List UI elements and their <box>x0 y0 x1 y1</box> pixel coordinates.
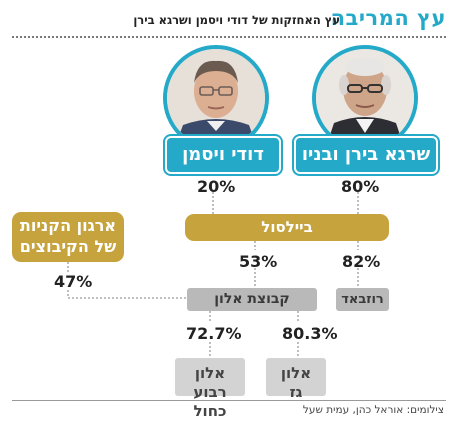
stake-alon-blue-square: 72.7% <box>186 324 242 343</box>
header-divider <box>12 36 446 38</box>
owner-name-dudi: דודי ויסמן <box>165 136 281 174</box>
node-beilsol: ביילסול <box>185 214 389 241</box>
photo-credit: צילומים: אוראל כהן, עמית שעל <box>302 404 444 416</box>
page-subtitle: עץ האחזקות של דודי ויסמן ושרגא בירן <box>133 13 340 27</box>
kibbutz-line1: ארגון הקניות <box>19 216 117 235</box>
stake-dudi: 20% <box>197 177 236 196</box>
shraga-biran-portrait <box>316 49 414 147</box>
kibbutz-line2: של הקיבוצים <box>19 237 117 256</box>
node-rozbad: רוזבאד <box>336 288 389 311</box>
dudi-weisman-portrait <box>167 49 265 147</box>
alon-blue-line1: אלון <box>194 364 226 382</box>
node-kibbutz-purchasing: ארגון הקניות של הקיבוצים <box>12 212 124 262</box>
node-alon-blue-square: אלון רבוע כחול <box>175 358 245 420</box>
node-alon-group: קבוצת אלון <box>187 288 317 311</box>
stake-beilsol-rozbad: 82% <box>342 252 381 271</box>
node-alon-gas: אלון גז <box>266 358 326 401</box>
stake-kibbutz: 47% <box>54 272 93 291</box>
stake-alon-gas: 80.3% <box>282 324 338 343</box>
owner-name-shraga: שרגא בירן ובניו <box>294 136 438 174</box>
alon-gas-line1: אלון <box>280 364 312 382</box>
stake-shraga: 80% <box>341 177 380 196</box>
stake-beilsol-alon: 53% <box>239 252 278 271</box>
alon-blue-line2: רבוע כחול <box>193 383 227 420</box>
alon-gas-line2: גז <box>289 383 303 401</box>
footer-divider <box>12 400 446 401</box>
page-title: עץ המריבה <box>330 6 446 30</box>
